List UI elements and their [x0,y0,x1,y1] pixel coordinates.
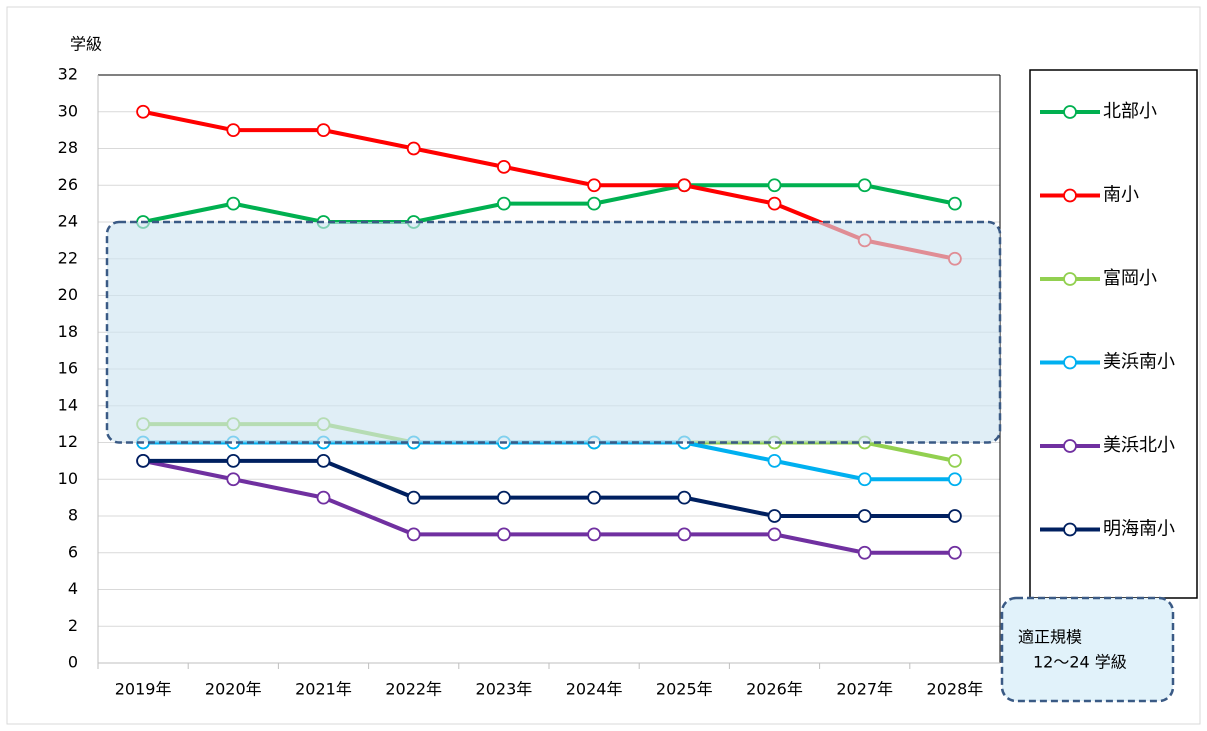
legend-marker [1063,272,1077,286]
overlay [105,220,1002,444]
y-tick-label: 16 [58,359,78,378]
data-point [406,527,421,542]
y-tick-label: 24 [58,212,78,231]
data-point [857,472,872,487]
legend-label: 美浜北小 [1103,435,1175,456]
x-tick-label: 2021年 [295,680,352,699]
y-tick-label: 14 [58,395,78,414]
legend-box [1029,69,1198,599]
data-point [587,178,601,193]
data-point [226,453,241,468]
legend-label: 南小 [1103,185,1139,206]
data-point [587,527,601,542]
target-band [105,220,1002,444]
data-point [857,509,872,523]
x-tick-label: 2028年 [927,680,984,699]
series-line [142,183,956,224]
y-tick-label: 4 [68,579,78,598]
series-line [143,458,955,518]
legend-marker [1063,355,1077,370]
x-tick-label: 2022年 [385,680,442,699]
data-point [316,490,331,505]
legend-label: 明海南小 [1103,519,1175,540]
data-point [857,545,872,560]
legend-marker [1063,105,1077,119]
data-point [496,196,511,211]
x-tick-label: 2025年 [656,680,713,699]
annotation-text: 12〜24 学級 [1033,653,1127,672]
y-tick-label: 28 [58,138,78,157]
annotation-box [1000,596,1175,703]
data-point [767,453,782,468]
x-tick-label: 2023年 [476,680,533,699]
annotation-text: 適正規模 [1018,628,1082,647]
data-point [496,159,511,174]
data-point [496,490,511,505]
data-point [226,196,241,211]
y-tick-label: 0 [68,653,78,672]
data-point [226,472,241,487]
y-tick-label: 30 [58,101,78,120]
data-point [677,178,692,193]
x-tick-label: 2026年 [746,680,803,699]
x-tick-label: 2020年 [205,680,262,699]
y-tick-label: 26 [58,175,78,194]
y-tick-label: 22 [58,248,78,267]
legend-marker [1063,522,1077,537]
data-point [136,453,151,468]
y-tick-label: 8 [68,506,78,525]
legend-marker [1063,188,1077,203]
data-point [226,123,241,138]
y-tick-label: 6 [68,542,78,561]
data-point [767,178,782,193]
legend-label: 北部小 [1103,101,1157,122]
data-point [767,196,782,211]
y-tick-label: 12 [58,432,78,451]
data-point [406,141,421,156]
data-point [767,527,782,542]
data-point [948,545,962,560]
y-tick-label: 32 [58,65,78,84]
x-tick-label: 2019年 [115,680,172,699]
data-point [948,453,962,468]
data-point [316,123,331,138]
data-point [136,104,151,119]
data-point [316,453,331,468]
data-point [948,472,962,487]
series-line [142,458,955,555]
data-point [857,178,872,193]
y-tick-label: 20 [58,285,78,304]
y-tick-label: 2 [68,616,78,635]
y-tick-label: 18 [58,322,78,341]
data-point [677,527,692,542]
data-point [587,196,601,211]
x-tick-label: 2027年 [836,680,893,699]
data-point [496,527,511,542]
data-point [948,196,962,211]
data-point [948,509,962,523]
x-tick-label: 2024年 [566,680,623,699]
data-point [767,509,782,523]
legend-label: 富岡小 [1103,268,1157,289]
data-point [677,490,692,505]
legend-label: 美浜南小 [1103,352,1175,373]
y-axis-label: 学級 [70,35,102,54]
data-point [406,490,421,505]
y-tick-label: 10 [58,469,78,488]
legend-marker [1063,439,1077,453]
data-point [587,490,601,505]
